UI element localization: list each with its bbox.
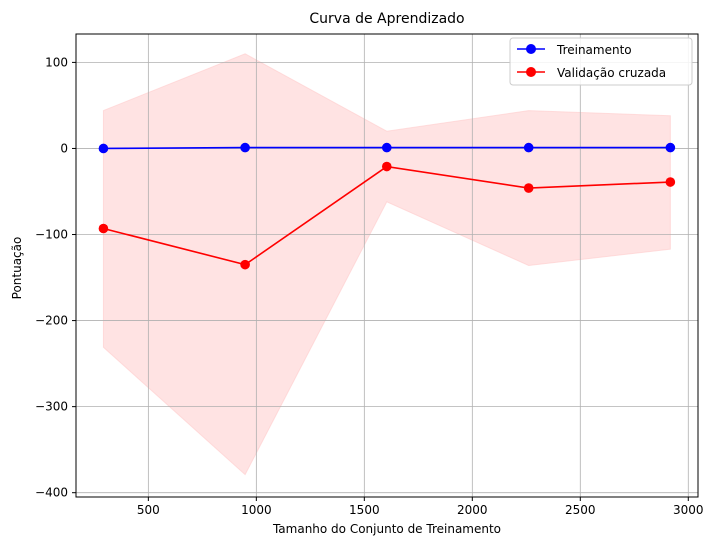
point-training	[240, 142, 250, 153]
legend-label-validation: Validação cruzada	[557, 66, 666, 80]
y-tick-label: −400	[35, 486, 68, 500]
point-training	[665, 142, 676, 153]
x-tick-label: 1500	[349, 503, 380, 517]
legend: Treinamento Validação cruzada	[509, 37, 693, 86]
y-tick-label: −300	[35, 400, 68, 414]
plot-area	[75, 33, 699, 498]
x-tick-label: 500	[137, 503, 160, 517]
y-axis-ticks: −400 −300 −200 −100 0 100	[35, 55, 76, 500]
legend-marker-validation	[526, 67, 536, 77]
x-tick-label: 3000	[673, 503, 704, 517]
legend-box	[509, 37, 693, 86]
band-validation	[102, 53, 671, 476]
point-training	[523, 142, 534, 153]
y-tick-label: 0	[60, 141, 68, 155]
legend-label-training: Treinamento	[556, 43, 632, 57]
x-axis-label: Tamanho do Conjunto de Treinamento	[272, 522, 501, 536]
series-points	[98, 142, 676, 270]
point-validation	[523, 183, 534, 193]
y-tick-label: −100	[35, 228, 68, 242]
x-tick-label: 2500	[565, 503, 596, 517]
chart-title: Curva de Aprendizado	[309, 11, 464, 27]
legend-marker-training	[526, 44, 536, 54]
point-validation	[665, 177, 676, 187]
point-validation	[240, 259, 250, 270]
point-training	[98, 143, 109, 154]
x-axis-ticks: 500 1000 1500 2000 2500 3000	[137, 497, 704, 517]
y-tick-label: −200	[35, 314, 68, 328]
point-training	[381, 142, 392, 153]
y-axis-label: Pontuação	[10, 237, 24, 300]
point-validation	[381, 161, 392, 172]
x-tick-label: 1000	[241, 503, 272, 517]
plot-frame	[75, 33, 699, 498]
y-tick-label: 100	[45, 55, 68, 69]
point-validation	[98, 223, 109, 234]
x-tick-label: 2000	[457, 503, 488, 517]
